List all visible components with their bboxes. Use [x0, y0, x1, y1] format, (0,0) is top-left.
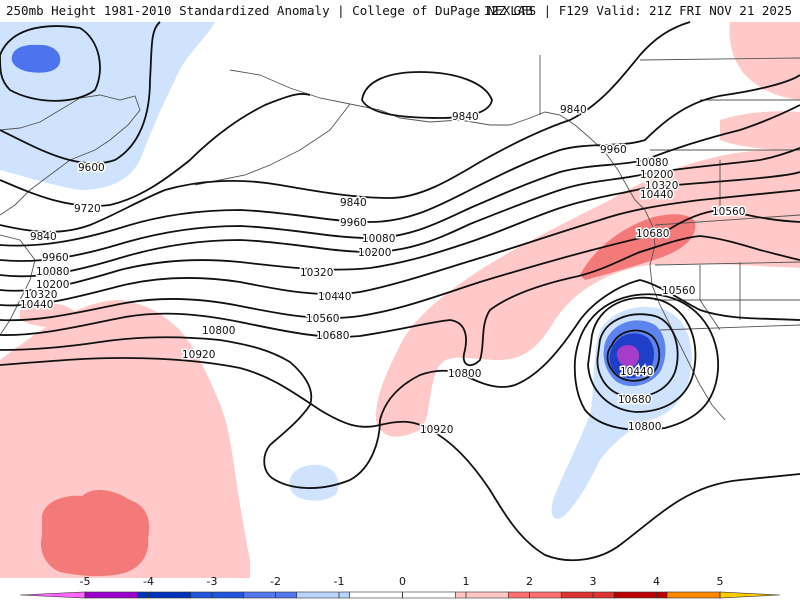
label-10080-west: 10080: [36, 266, 69, 278]
label-10320-west: 10320: [24, 289, 57, 301]
label-10320-east: 10320: [645, 180, 678, 192]
label-10560-central: 10560: [306, 313, 339, 325]
legend-swatch: [243, 591, 297, 599]
label-10680-low: 10680: [618, 394, 651, 406]
legend-arrow-high: [719, 591, 781, 599]
label-9960-west: 9960: [42, 252, 69, 264]
bc-coastline: [644, 209, 726, 421]
label-10080-east: 10080: [635, 157, 668, 169]
legend-tick-labels: -5 -4 -3 -2 -1 0 1 2 3 4 5: [80, 575, 724, 598]
label-10680-central: 10680: [316, 330, 349, 342]
alaska-coastline: [229, 69, 646, 211]
label-10800-west: 10800: [202, 325, 235, 337]
legend-arrow-low: [19, 591, 86, 599]
label-10800-central: 10800: [448, 368, 481, 380]
height-contours: [0, 21, 800, 562]
label-9960-east: 9960: [600, 144, 627, 156]
legend-swatch: [455, 591, 509, 599]
contour-10800: [0, 279, 800, 489]
legend: -5 -4 -3 -2 -1 0 1 2 3 4 5: [19, 575, 781, 599]
label-10440-low: 10440: [620, 366, 653, 378]
contour-low-inner: [606, 329, 661, 382]
label-10800-low: 10800: [628, 421, 661, 433]
legend-tick-label: 4: [653, 575, 660, 588]
label-10200-central: 10200: [358, 247, 391, 259]
label-10920-central: 10920: [420, 424, 453, 436]
legend-swatch: [190, 591, 245, 599]
legend-swatch: [560, 591, 615, 599]
contour-10200: [0, 147, 800, 278]
contour-9720: [0, 92, 311, 207]
alaska-peninsula: [194, 103, 351, 186]
label-10320-central: 10320: [300, 267, 333, 279]
contour-10440: [0, 189, 800, 307]
label-9840-north: 9840: [452, 111, 479, 123]
contour-10680-low: [573, 293, 719, 431]
label-9960-central: 9960: [340, 217, 367, 229]
legend-tick-label: 1: [463, 575, 470, 588]
label-9840-west: 9840: [30, 231, 57, 243]
legend-tick-label: -2: [270, 575, 281, 588]
legend-tick-label: 5: [717, 575, 724, 588]
positive-anomaly-northeast-2: [720, 111, 800, 150]
legend-tick-label: 3: [590, 575, 597, 588]
legend-tick-label: -4: [143, 575, 154, 588]
siberia-coastline: [0, 94, 141, 216]
negative-anomaly-central: [289, 464, 339, 501]
contour-9480-closed: [0, 25, 101, 102]
extreme-negative-anomaly: [616, 345, 640, 368]
strong-negative-anomaly-northwest: [11, 44, 61, 73]
contour-10320: [0, 171, 800, 292]
contour-10680: [0, 235, 800, 367]
legend-swatch: [613, 591, 668, 599]
strong-positive-anomaly-southwest: [40, 489, 150, 577]
label-10200-west: 10200: [36, 279, 69, 291]
legend-colorbar: [19, 591, 781, 599]
contour-9840-closed: [361, 71, 493, 119]
positive-anomaly-northeast: [729, 22, 800, 100]
contour-9600: [0, 21, 161, 165]
label-10560-northeast: 10560: [712, 206, 745, 218]
label-10440-west: 10440: [20, 299, 53, 311]
label-9720: 9720: [74, 203, 101, 215]
legend-swatch: [508, 591, 562, 599]
state-borders: [654, 261, 800, 331]
label-9840-northeast: 9840: [560, 104, 587, 116]
positive-anomaly-southwest-2: [20, 303, 80, 328]
legend-swatch: [349, 591, 403, 599]
legend-tick-label: -5: [80, 575, 91, 588]
label-10080-central: 10080: [362, 233, 395, 245]
contour-9840: [0, 21, 691, 233]
legend-tick-label: -3: [207, 575, 218, 588]
contour-10560-low: [587, 296, 697, 413]
label-10200-east: 10200: [640, 169, 673, 181]
positive-anomaly-band: [375, 150, 800, 437]
label-10560-east: 10560: [662, 285, 695, 297]
legend-swatch: [84, 591, 139, 599]
interior-borders: [639, 57, 800, 215]
label-9840-central: 9840: [340, 197, 367, 209]
legend-swatch: [296, 591, 350, 599]
legend-swatch: [666, 591, 721, 599]
legend-swatch: [402, 591, 456, 599]
contour-10920: [0, 357, 800, 562]
contour-labels: 9600 9720 9840 9840 9840 9840 9960 9960 …: [19, 103, 747, 438]
contour-10080: [0, 104, 800, 262]
legend-tick-label: 0: [399, 575, 406, 588]
label-10680-northeast: 10680: [636, 228, 669, 240]
contour-9960: [0, 74, 800, 247]
model-run-info: 12Z GFS | F129 Valid: 21Z FRI NOV 21 202…: [483, 3, 792, 18]
label-10440-central: 10440: [318, 291, 351, 303]
contour-10440-low: [596, 313, 679, 398]
label-10440-east: 10440: [640, 189, 673, 201]
label-10920-west: 10920: [182, 349, 215, 361]
legend-tick-label: 2: [526, 575, 533, 588]
legend-tick-label: -1: [334, 575, 345, 588]
label-9600: 9600: [78, 162, 105, 174]
contour-10560: [0, 209, 800, 322]
map-title: 250mb Height 1981-2010 Standardized Anom…: [6, 3, 533, 18]
legend-swatch: [137, 591, 192, 599]
